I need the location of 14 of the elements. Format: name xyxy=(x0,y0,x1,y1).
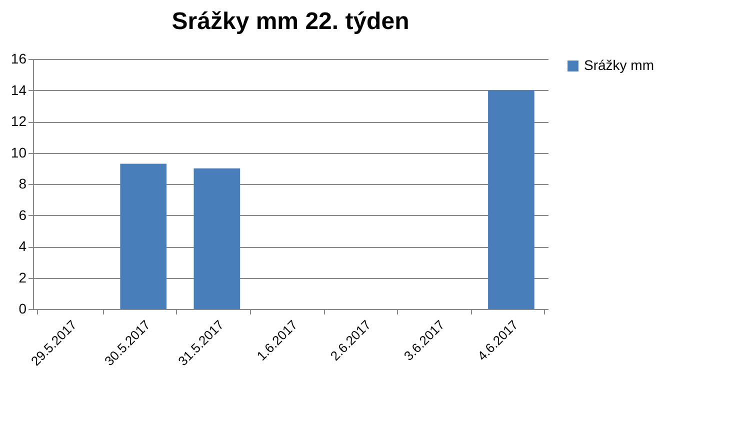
legend-label: Srážky mm xyxy=(584,57,654,73)
chart-title: Srážky mm 22. týden xyxy=(172,8,410,35)
y-tick-label: 0 xyxy=(18,300,27,316)
bar xyxy=(194,168,240,309)
y-tick-label: 16 xyxy=(10,50,27,66)
y-tick-label: 2 xyxy=(18,269,27,286)
y-tick-label: 6 xyxy=(18,206,27,223)
y-tick-label: 14 xyxy=(10,82,27,98)
y-tick-label: 12 xyxy=(10,113,27,129)
y-tick-label: 10 xyxy=(10,144,27,160)
bar xyxy=(488,90,534,309)
y-tick-label: 8 xyxy=(18,176,27,192)
bar xyxy=(120,164,167,309)
y-tick-label: 4 xyxy=(18,238,27,254)
